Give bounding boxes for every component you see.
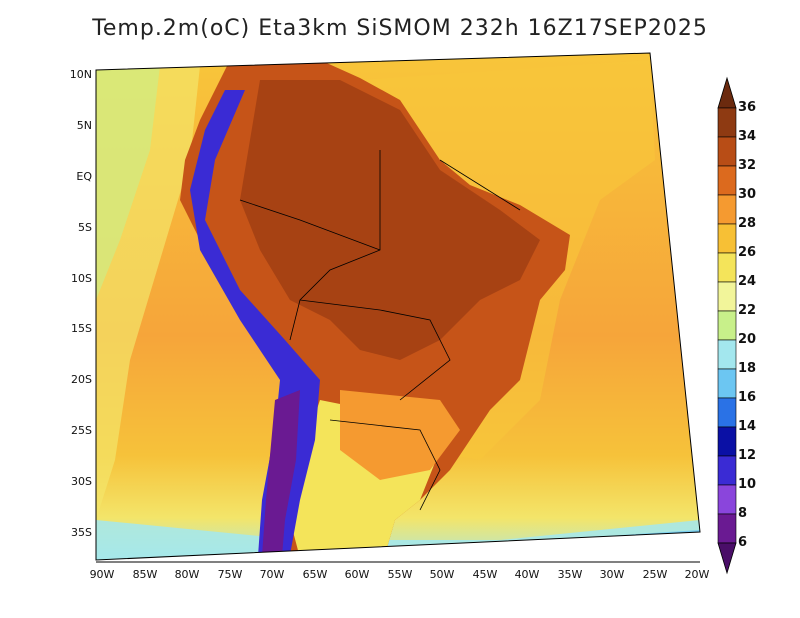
colorbar-bottom-arrow [717, 542, 737, 575]
colorbar-segment [717, 165, 737, 196]
colorbar-label: 16 [738, 390, 757, 405]
lat-label: EQ [76, 170, 92, 183]
lon-label: 30W [599, 568, 625, 581]
lon-label: 20W [684, 568, 710, 581]
hot-interior [240, 80, 540, 360]
colorbar [717, 76, 737, 575]
lat-label: 35S [71, 526, 92, 539]
lon-label: 60W [344, 568, 370, 581]
lat-label: 5N [76, 119, 92, 132]
colorbar-segment [717, 223, 737, 254]
colorbar-segment [717, 310, 737, 341]
lon-label: 90W [89, 568, 115, 581]
colorbar-label: 14 [738, 419, 757, 434]
lat-label: 10S [71, 272, 92, 285]
lon-label: 80W [174, 568, 200, 581]
colorbar-segment [717, 252, 737, 283]
colorbar-segment [717, 281, 737, 312]
lon-label: 40W [514, 568, 540, 581]
map-field [96, 53, 700, 560]
colorbar-segment [717, 513, 737, 544]
colorbar-segment [717, 107, 737, 138]
lon-label: 45W [472, 568, 498, 581]
lat-label: 10N [69, 68, 92, 81]
lon-label: 35W [557, 568, 583, 581]
lat-label: 20S [71, 373, 92, 386]
lon-label: 65W [302, 568, 328, 581]
colorbar-segment [717, 339, 737, 370]
andes-colder [262, 390, 300, 556]
colorbar-segment [717, 426, 737, 457]
colorbar-label: 24 [738, 274, 757, 289]
colorbar-segment [717, 397, 737, 428]
lat-label: 15S [71, 322, 92, 335]
colorbar-segment [717, 484, 737, 515]
colorbar-label: 36 [738, 100, 757, 115]
colorbar-label: 18 [738, 361, 757, 376]
colorbar-label: 26 [738, 245, 757, 260]
lon-label: 55W [387, 568, 413, 581]
country-borders [239, 150, 521, 511]
colorbar-label: 12 [738, 448, 757, 463]
colorbar-label: 10 [738, 477, 757, 492]
colorbar-label: 34 [738, 129, 757, 144]
lat-label: 5S [78, 221, 92, 234]
colorbar-label: 30 [738, 187, 757, 202]
colorbar-top-arrow [717, 76, 737, 109]
map-title: Temp.2m(oC) Eta3km SiSMOM 232h 16Z17SEP2… [92, 16, 708, 41]
colorbar-label: 32 [738, 158, 757, 173]
pacific-colder-zone [96, 66, 160, 300]
colorbar-label: 22 [738, 303, 757, 318]
lat-label: 25S [71, 424, 92, 437]
colorbar-segment [717, 368, 737, 399]
colorbar-label: 8 [738, 506, 748, 521]
colorbar-label: 6 [738, 535, 748, 550]
lon-label: 50W [429, 568, 455, 581]
lon-label: 85W [132, 568, 158, 581]
colorbar-label: 28 [738, 216, 757, 231]
lat-label: 30S [71, 475, 92, 488]
map-frame [95, 52, 701, 561]
lon-label: 25W [642, 568, 668, 581]
colorbar-segment [717, 136, 737, 167]
lon-label: 75W [217, 568, 243, 581]
colorbar-segment [717, 455, 737, 486]
colorbar-segment [717, 194, 737, 225]
south-land-mild [340, 390, 460, 480]
lon-label: 70W [259, 568, 285, 581]
colorbar-label: 20 [738, 332, 757, 347]
